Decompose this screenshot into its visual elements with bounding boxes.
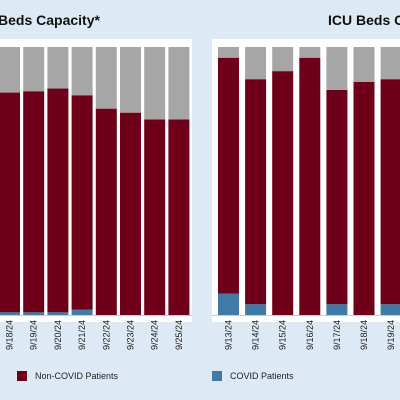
bar-non-covid-1-4 xyxy=(71,95,93,310)
legend-item-covid: COVID Patients xyxy=(212,371,294,381)
x-tick-label-1-4: 9/21/24 xyxy=(77,320,87,350)
bar-available-2-6 xyxy=(353,47,375,82)
bar-non-covid-1-1 xyxy=(0,92,20,313)
bar-available-2-2 xyxy=(245,47,267,80)
bar-non-covid-2-4 xyxy=(299,57,321,315)
bar-non-covid-2-2 xyxy=(245,79,267,305)
bar-available-1-1 xyxy=(0,47,20,93)
bar-available-1-4 xyxy=(71,47,93,96)
bar-covid-1-3 xyxy=(47,312,69,315)
bar-non-covid-2-6 xyxy=(353,81,375,315)
bar-non-covid-1-5 xyxy=(95,108,117,315)
bar-non-covid-1-6 xyxy=(120,112,141,315)
x-tick-label-1-3: 9/20/24 xyxy=(53,320,63,350)
bar-non-covid-1-8 xyxy=(168,119,190,315)
bar-available-2-7 xyxy=(380,47,400,80)
bar-covid-2-5 xyxy=(326,304,348,315)
x-tick-label-2-5: 9/17/24 xyxy=(332,320,342,350)
bar-non-covid-2-5 xyxy=(326,89,348,305)
x-tick-label-2-6: 9/18/24 xyxy=(359,320,369,350)
bar-non-covid-1-2 xyxy=(23,91,45,313)
x-tick-label-1-8: 9/25/24 xyxy=(174,320,184,350)
bar-available-1-5 xyxy=(95,47,117,109)
bar-non-covid-1-7 xyxy=(144,119,166,315)
legend-swatch-non-covid xyxy=(17,371,27,381)
legend-label-covid: COVID Patients xyxy=(230,371,294,381)
bar-available-1-2 xyxy=(23,47,45,92)
bar-covid-2-2 xyxy=(245,304,267,315)
legend-swatch-covid xyxy=(212,371,222,381)
x-tick-label-1-5: 9/22/24 xyxy=(101,320,111,350)
bar-available-2-3 xyxy=(272,47,294,72)
x-tick-label-2-4: 9/16/24 xyxy=(305,320,315,350)
bar-available-1-7 xyxy=(144,47,166,120)
x-tick-label-2-1: 9/13/24 xyxy=(224,320,234,350)
bar-available-2-1 xyxy=(218,47,239,58)
x-tick-label-1-6: 9/23/24 xyxy=(126,320,136,350)
bar-non-covid-1-3 xyxy=(47,88,69,313)
bar-covid-1-4 xyxy=(71,309,93,315)
chart-title-left: Beds Capacity* xyxy=(0,12,100,28)
x-tick-label-2-3: 9/15/24 xyxy=(278,320,288,350)
x-tick-label-1-2: 9/19/24 xyxy=(29,320,39,350)
legend-label-non-covid: Non-COVID Patients xyxy=(35,371,119,381)
chart-title-right: ICU Beds C xyxy=(328,12,400,28)
bar-covid-2-7 xyxy=(380,304,400,315)
bar-non-covid-2-3 xyxy=(272,71,294,316)
bar-available-2-4 xyxy=(299,47,321,58)
bar-non-covid-2-1 xyxy=(218,57,239,294)
bar-available-2-5 xyxy=(326,47,348,90)
x-tick-label-1-1: 9/18/24 xyxy=(5,320,15,350)
bar-available-1-8 xyxy=(168,47,190,120)
bar-available-1-3 xyxy=(47,47,69,89)
bar-non-covid-2-7 xyxy=(380,79,400,305)
x-tick-label-2-7: 9/19/24 xyxy=(386,320,396,350)
bar-available-1-6 xyxy=(120,47,141,113)
bar-covid-1-1 xyxy=(0,312,20,315)
legend-item-non-covid: Non-COVID Patients xyxy=(17,371,118,381)
bar-covid-1-2 xyxy=(23,312,45,315)
x-tick-label-2-2: 9/14/24 xyxy=(251,320,261,350)
x-tick-label-1-7: 9/24/24 xyxy=(150,320,160,350)
bar-covid-2-1 xyxy=(218,293,239,315)
